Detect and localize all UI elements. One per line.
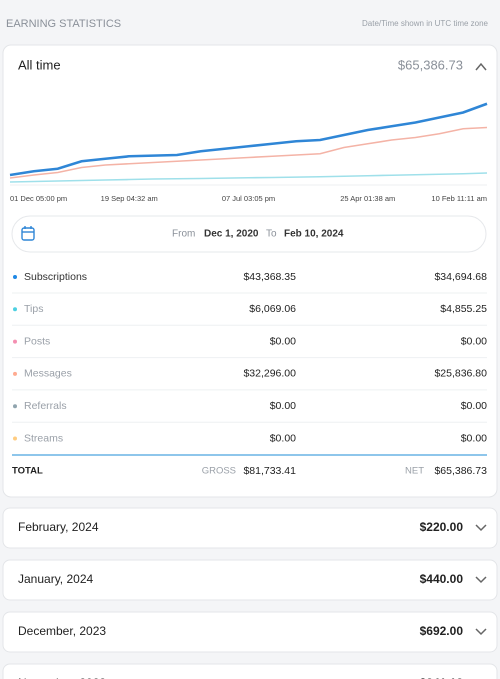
x-tick-label: 10 Feb 11:11 am <box>431 194 487 203</box>
row-name: Posts <box>24 335 50 347</box>
month-amount: $692.00 <box>420 624 464 638</box>
x-tick-label: 07 Jul 03:05 pm <box>222 194 275 203</box>
row-gross: $0.00 <box>270 432 296 444</box>
net-total: $65,386.73 <box>434 465 487 477</box>
row-net: $0.00 <box>461 335 487 347</box>
date-range-to-label: To <box>266 229 277 240</box>
row-name: Tips <box>24 303 43 315</box>
collapse-icon[interactable] <box>475 62 487 71</box>
date-range-box[interactable] <box>11 215 487 253</box>
date-range-from: Dec 1, 2020 <box>204 229 259 240</box>
expand-icon[interactable] <box>475 524 487 532</box>
row-name: Streams <box>24 432 63 444</box>
x-tick-label: 25 Apr 01:38 am <box>340 194 395 203</box>
month-amount: $220.00 <box>420 520 464 534</box>
calendar-icon <box>21 226 35 241</box>
row-net: $0.00 <box>461 432 487 444</box>
row-gross: $0.00 <box>270 335 296 347</box>
series-line <box>9 126 488 179</box>
row-name: Subscriptions <box>24 271 87 283</box>
row-dot <box>13 275 17 279</box>
month-label: December, 2023 <box>18 624 106 638</box>
row-gross: $43,368.35 <box>243 271 296 283</box>
row-net: $34,694.68 <box>434 271 487 283</box>
total-label: TOTAL <box>12 466 43 477</box>
row-dot <box>13 404 17 409</box>
month-card[interactable] <box>2 559 498 601</box>
date-range-to: Feb 10, 2024 <box>284 229 344 240</box>
row-dot <box>13 436 17 441</box>
month-label: November, 2023 <box>18 676 106 679</box>
timezone-note: Date/Time shown in UTC time zone <box>362 19 489 28</box>
expand-icon[interactable] <box>475 628 487 636</box>
x-tick-label: 01 Dec 05:00 pm <box>10 194 67 203</box>
period-label: All time <box>18 57 61 72</box>
row-gross: $0.00 <box>270 400 296 412</box>
row-net: $25,836.80 <box>434 368 487 380</box>
series-line <box>9 172 488 183</box>
month-card[interactable] <box>2 611 498 653</box>
period-amount: $65,386.73 <box>398 57 463 72</box>
month-label: February, 2024 <box>18 520 99 534</box>
gross-label: GROSS <box>202 466 236 477</box>
x-tick-label: 19 Sep 04:32 am <box>101 194 158 203</box>
row-dot <box>13 307 17 312</box>
row-net: $4,855.25 <box>440 303 487 315</box>
section-title: EARNING STATISTICS <box>6 18 121 30</box>
row-dot <box>13 339 17 344</box>
month-card[interactable] <box>2 663 498 679</box>
date-range-from-label: From <box>172 229 195 240</box>
month-card[interactable] <box>2 507 498 549</box>
gross-total: $81,733.41 <box>243 465 296 477</box>
month-amount: $241.12 <box>420 676 464 679</box>
expand-icon[interactable] <box>475 576 487 584</box>
row-name: Messages <box>24 368 72 380</box>
month-amount: $440.00 <box>420 572 464 586</box>
row-dot <box>13 371 17 376</box>
series-line <box>9 102 488 177</box>
row-net: $0.00 <box>461 400 487 412</box>
net-label: NET <box>405 466 424 477</box>
row-name: Referrals <box>24 400 67 412</box>
month-label: January, 2024 <box>18 572 93 586</box>
row-gross: $32,296.00 <box>243 368 296 380</box>
row-gross: $6,069.06 <box>249 303 296 315</box>
stats-card <box>2 44 498 498</box>
